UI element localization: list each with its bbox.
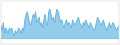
plot-frame xyxy=(1,1,119,44)
baseline xyxy=(1,38,119,39)
plot-area xyxy=(1,1,119,44)
marks xyxy=(1,9,119,39)
area xyxy=(1,9,119,39)
chart xyxy=(0,0,120,45)
line xyxy=(1,9,119,36)
